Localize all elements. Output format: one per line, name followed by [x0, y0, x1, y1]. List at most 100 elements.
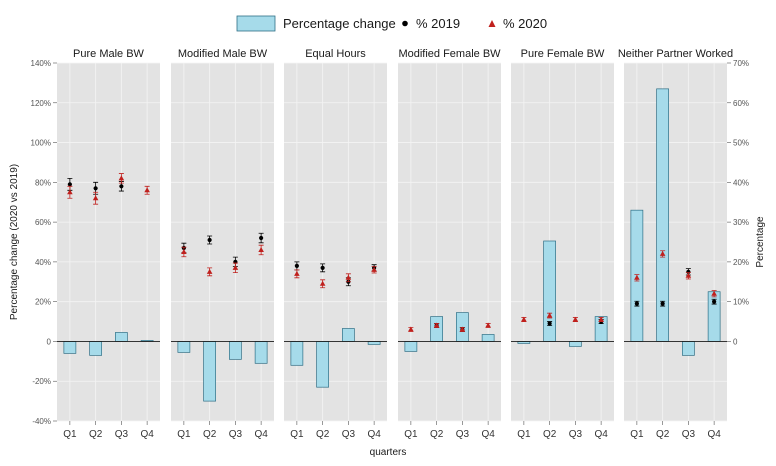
x-axis-tick-label: Q3	[342, 429, 356, 440]
point-2019	[119, 184, 124, 189]
point-2019	[547, 321, 552, 326]
bar-percentage-change	[254, 341, 268, 364]
left-axis-tick-label: 140%	[31, 59, 51, 68]
x-axis-tick-label: Q2	[656, 429, 670, 440]
bar-percentage-change	[342, 328, 355, 342]
legend-bar-swatch	[236, 15, 276, 32]
facet-panel: Equal Hours Q1 Q2 Q3 Q4	[284, 48, 387, 440]
point-2020	[711, 290, 717, 296]
x-axis-tick-label: Q3	[682, 429, 696, 440]
facet-title: Pure Female BW	[521, 48, 605, 60]
bar-percentage-change	[89, 341, 102, 356]
left-axis-tick-label: 40%	[35, 258, 51, 267]
left-axis-tick-label: -40%	[32, 417, 51, 426]
panel-background	[511, 63, 614, 421]
point-2020	[371, 266, 377, 272]
x-axis-tick-label: Q1	[177, 429, 191, 440]
legend-bar-label: Percentage change	[283, 16, 396, 31]
x-axis-tick-label: Q3	[115, 429, 129, 440]
right-axis-tick-label: 50%	[733, 139, 749, 148]
x-axis-title: quarters	[370, 447, 407, 458]
bar-percentage-change	[543, 240, 556, 342]
axes: -40% -20% 0 20% 40% 60% 80% 100% 120% 140% 0 10% 20%…	[9, 59, 766, 458]
x-axis-tick-label: Q1	[404, 429, 418, 440]
x-axis-tick-label: Q2	[203, 429, 217, 440]
x-axis-tick-label: Q2	[543, 429, 557, 440]
bar-percentage-change	[404, 341, 418, 352]
x-axis-tick-label: Q4	[594, 429, 608, 440]
panel-background	[171, 63, 274, 421]
facet-title: Modified Female BW	[398, 48, 501, 60]
left-axis-tick-label: 100%	[31, 139, 51, 148]
panel-background	[284, 63, 387, 421]
bar-percentage-change	[569, 341, 582, 347]
bar-percentage-change	[63, 341, 77, 354]
point-2020	[598, 316, 604, 322]
x-axis-tick-label: Q2	[89, 429, 103, 440]
facet-panel: Neither Partner Worked Q1 Q2 Q3 Q4	[618, 48, 733, 440]
bar-percentage-change	[430, 316, 443, 342]
legend-2020-marker	[488, 20, 496, 27]
point-2019	[259, 235, 264, 241]
point-2019	[93, 186, 98, 191]
point-2020	[67, 189, 73, 195]
left-axis-tick-label: 20%	[35, 298, 51, 307]
point-2020	[144, 187, 150, 193]
bar-percentage-change	[177, 341, 191, 353]
point-2020	[408, 326, 414, 332]
facet-panel: Pure Male BW Q1 Q2 Q3 Q4	[57, 48, 160, 440]
right-axis-tick-label: 10%	[733, 298, 749, 307]
bar-percentage-change	[682, 341, 695, 356]
y-axis-right-title: Percentage	[755, 216, 766, 268]
point-2020	[634, 274, 640, 280]
point-2020	[92, 195, 99, 201]
x-axis-tick-label: Q4	[254, 429, 268, 440]
point-2020	[258, 246, 264, 252]
facet-title: Modified Male BW	[178, 48, 268, 60]
x-axis-tick-label: Q2	[316, 429, 330, 440]
point-2019	[294, 263, 299, 268]
panel-background	[57, 63, 160, 421]
point-2019	[207, 237, 212, 243]
point-2019	[634, 301, 639, 306]
point-2019	[712, 299, 717, 304]
point-2020	[546, 312, 553, 318]
panel-background	[398, 63, 501, 421]
facet-panels: Pure Male BW Q1 Q2 Q3 Q4 Modified Male BW Q1 Q2…	[57, 48, 733, 440]
facet-panel: Modified Male BW Q1 Q2 Q3 Q4	[171, 48, 274, 440]
bar-percentage-change	[229, 341, 242, 360]
x-axis-tick-label: Q1	[517, 429, 531, 440]
point-2020	[685, 272, 692, 278]
right-axis-tick-label: 20%	[733, 258, 749, 267]
legend: Percentage change % 2019 % 2020	[236, 15, 547, 32]
x-axis-tick-label: Q4	[140, 429, 154, 440]
right-axis-tick-label: 30%	[733, 218, 749, 227]
bar-percentage-change	[290, 341, 304, 366]
legend-2019-label: % 2019	[416, 16, 460, 31]
x-axis-tick-label: Q1	[630, 429, 644, 440]
right-axis-tick-label: 70%	[733, 59, 749, 68]
facet-title: Neither Partner Worked	[618, 48, 733, 60]
left-axis-tick-label: 0	[47, 337, 52, 346]
x-axis-tick-label: Q2	[430, 429, 444, 440]
x-axis-tick-label: Q3	[229, 429, 243, 440]
x-axis-tick-label: Q4	[367, 429, 381, 440]
legend-2019-marker	[402, 20, 408, 27]
facet-title: Pure Male BW	[73, 48, 145, 60]
point-2020	[206, 268, 213, 274]
x-axis-tick-label: Q1	[290, 429, 304, 440]
x-axis-tick-label: Q3	[569, 429, 583, 440]
point-2019	[320, 265, 325, 270]
point-2020	[181, 248, 187, 254]
point-2020	[659, 250, 666, 256]
point-2020	[572, 316, 579, 322]
x-axis-tick-label: Q3	[456, 429, 470, 440]
right-axis-tick-label: 0	[733, 337, 738, 346]
point-2020	[521, 316, 527, 322]
y-axis-left-title: Percentage change (2020 vs 2019)	[9, 164, 20, 320]
bar-percentage-change	[316, 341, 329, 388]
point-2019	[660, 301, 665, 306]
facet-panel: Pure Female BW Q1 Q2 Q3 Q4	[511, 48, 614, 440]
x-axis-tick-label: Q4	[481, 429, 495, 440]
